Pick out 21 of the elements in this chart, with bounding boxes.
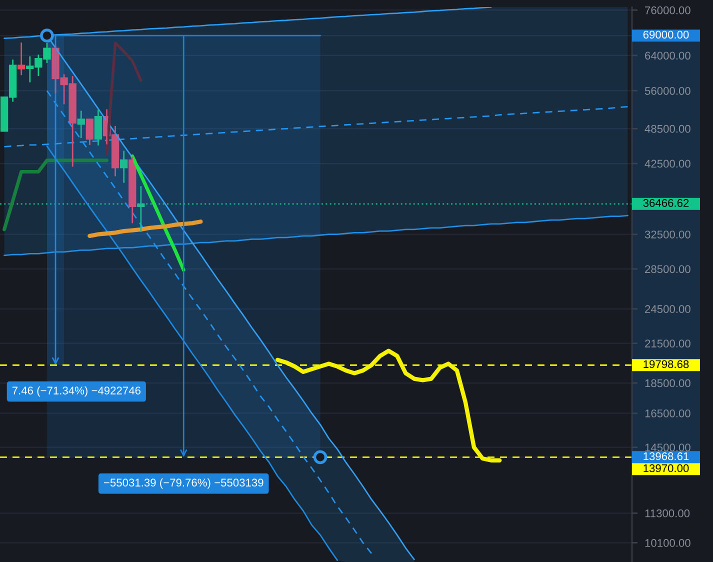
y-tick-label: 42500.00 — [644, 160, 690, 168]
y-tick-label: 10100.00 — [645, 539, 690, 547]
y-tick-label: 13968.61 — [644, 452, 689, 460]
y-tick-label: 28500.00 — [645, 265, 690, 274]
y-tick-label: 18500.00 — [645, 379, 690, 388]
y-tick-label: 64000.00 — [645, 52, 690, 60]
ref-line-label: 36466.62 — [643, 199, 689, 207]
annotation: −55031.39 (−79.76%) −5503139 — [104, 478, 264, 489]
y-tick-label: 11300.00 — [645, 509, 690, 518]
y-tick-label: 69000.00 — [643, 30, 689, 39]
y-tick-label: 16500.00 — [645, 409, 690, 418]
y-tick-label: 24500.00 — [645, 305, 690, 314]
y-tick-label: 14500.00 — [645, 444, 690, 452]
ref-line-label: 19798.68 — [644, 360, 689, 368]
y-tick-label: 76000.00 — [645, 6, 690, 14]
y-tick-label: 48500.00 — [644, 124, 690, 133]
y-tick-label: 56000.00 — [644, 86, 690, 95]
ref-line-label: 13970.00 — [644, 464, 689, 472]
y-tick-label: 32500.00 — [644, 230, 690, 238]
y-tick-label: 21500.00 — [645, 340, 690, 348]
annotation: 7.46 (−71.34%) −4922746 — [12, 386, 140, 397]
